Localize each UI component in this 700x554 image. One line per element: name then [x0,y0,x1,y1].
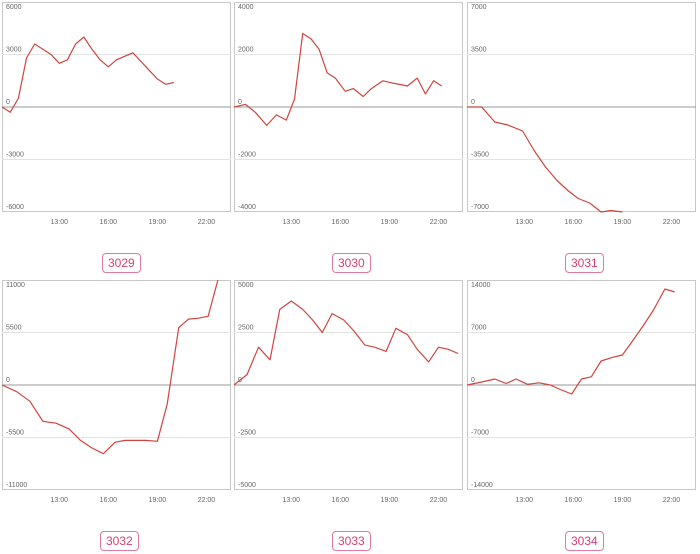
panel-3034: 14000 7000 0 -7000 -14000 13:00 16:00 19:00 22:0… [466,280,696,551]
line-chart-3030: 4000 2000 0 -2000 -4000 13:00 16:00 19:00 22:00 [233,2,463,226]
y-tick-label: 0 [6,377,10,384]
y-tick-label: -6000 [6,204,24,211]
label-badge-3031[interactable]: 3031 [565,253,604,273]
series-line [1,36,174,113]
x-tick-label: 13:00 [50,497,68,504]
x-tick-label: 13:00 [515,219,533,226]
line-chart-3029: 6000 3000 0 -3000 -6000 13:00 16:00 19:00 22:00 [1,2,231,226]
series-line [233,32,443,127]
label-badge-3032[interactable]: 3032 [100,531,139,551]
y-tick-label: -5000 [238,482,256,489]
y-tick-label: -2000 [238,152,256,159]
x-tick-label: 19:00 [381,497,399,504]
panel-3029: 6000 3000 0 -3000 -6000 13:00 16:00 19:00 22:00 … [1,2,231,273]
x-tick-label: 22:00 [663,219,681,226]
x-tick-label: 22:00 [198,497,216,504]
label-badge-3030[interactable]: 3030 [332,253,371,273]
line-chart-3031: 7000 3500 0 -3500 -7000 13:00 16:00 19:00 22:00 [467,2,696,226]
x-tick-label: 16:00 [100,497,118,504]
panel-3031: 7000 3500 0 -3500 -7000 13:00 16:00 19:00 22:00 … [467,2,696,273]
panel-3032: 11000 5500 0 -5500 -11000 13:00 16:00 19:00 22:0… [1,279,231,551]
series-line [467,106,623,213]
y-tick-label: -3500 [471,152,489,159]
y-tick-label: -4000 [238,204,256,211]
x-tick-label: 13:00 [50,219,68,226]
line-chart-3032: 11000 5500 0 -5500 -11000 13:00 16:00 19:00 22:0… [1,279,231,504]
x-tick-label: 13:00 [515,497,533,504]
x-tick-label: 22:00 [430,219,448,226]
y-tick-label: -7000 [471,430,489,437]
x-tick-label: 22:00 [430,497,448,504]
x-tick-label: 13:00 [282,497,300,504]
label-badge-3029[interactable]: 3029 [102,253,141,273]
y-tick-label: 2000 [238,47,254,54]
label-badge-3033[interactable]: 3033 [332,531,371,551]
y-tick-label: 0 [471,377,475,384]
y-tick-label: 6000 [6,4,22,11]
y-tick-label: 4000 [238,4,254,11]
line-chart-3034: 14000 7000 0 -7000 -14000 13:00 16:00 19:00 22:0… [466,280,696,504]
y-tick-label: 11000 [6,282,25,289]
x-tick-label: 22:00 [198,219,216,226]
panel-3033: 5000 2500 0 -2500 -5000 13:00 16:00 19:00 22:00 … [233,280,463,551]
y-tick-label: 3000 [6,47,22,54]
y-tick-label: -7000 [471,204,489,211]
x-tick-label: 16:00 [565,219,583,226]
y-tick-label: 0 [238,99,242,106]
y-tick-label: 7000 [471,4,487,11]
y-tick-label: -5500 [6,430,24,437]
y-tick-label: 5500 [6,325,22,332]
y-tick-label: -3000 [6,152,24,159]
y-tick-label: -14000 [471,482,493,489]
series-line [466,288,675,395]
x-tick-label: 19:00 [614,219,632,226]
y-tick-label: 5000 [238,282,254,289]
x-tick-label: 16:00 [332,497,350,504]
series-line [233,300,459,386]
x-tick-label: 19:00 [149,219,167,226]
y-tick-label: 3500 [471,47,487,54]
x-tick-label: 22:00 [663,497,681,504]
x-tick-label: 19:00 [381,219,399,226]
y-tick-label: -11000 [6,482,27,489]
x-tick-label: 16:00 [100,219,118,226]
x-tick-label: 19:00 [614,497,632,504]
panel-3030: 4000 2000 0 -2000 -4000 13:00 16:00 19:00 22:00 … [233,2,463,273]
y-tick-label: 2500 [238,325,254,332]
y-tick-label: 0 [6,99,10,106]
series-line [1,279,219,455]
label-badge-3034[interactable]: 3034 [565,531,604,551]
x-tick-label: 19:00 [149,497,167,504]
y-tick-label: 0 [471,99,475,106]
x-tick-label: 16:00 [332,219,350,226]
y-tick-label: 14000 [471,282,491,289]
y-tick-label: -2500 [238,430,256,437]
x-tick-label: 13:00 [282,219,300,226]
y-tick-label: 7000 [471,325,487,332]
x-tick-label: 16:00 [565,497,583,504]
